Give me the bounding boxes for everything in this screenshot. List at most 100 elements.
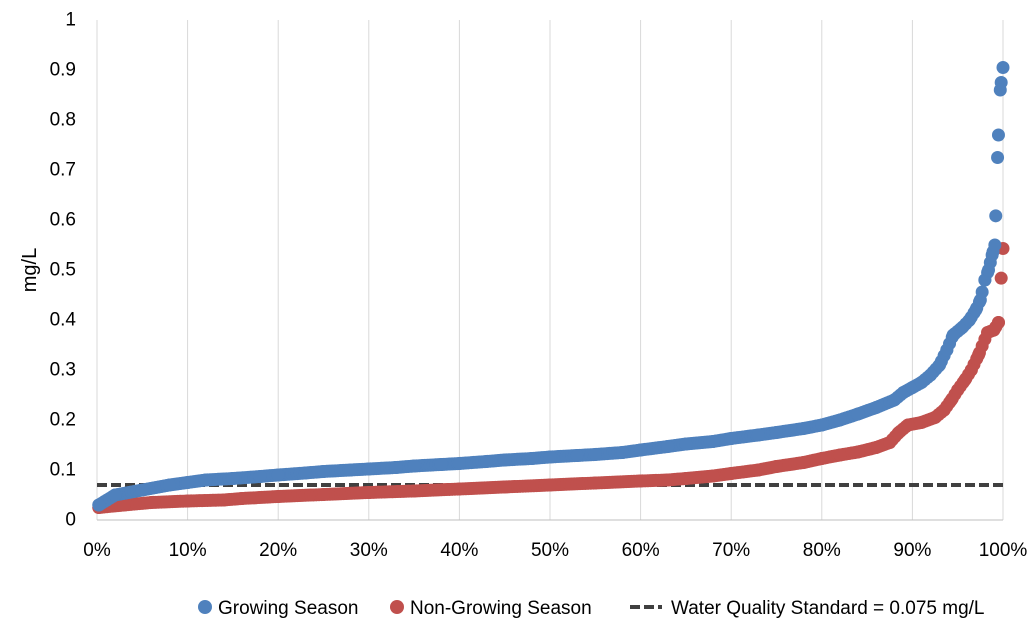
non-growing-season-point [815, 452, 829, 465]
growing-season-point [914, 376, 928, 389]
non-growing-season-point [770, 460, 783, 473]
non-growing-season-point [928, 411, 942, 424]
growing-season-point [181, 476, 195, 489]
non-growing-season-point [317, 488, 330, 501]
growing-season-point [946, 328, 960, 342]
legend-label-standard: Water Quality Standard = 0.075 mg/L [671, 598, 985, 619]
non-growing-season-point [271, 490, 285, 503]
x-tick-label: 100% [979, 540, 1028, 561]
y-tick-label: 1 [65, 10, 76, 31]
growing-season-point [940, 343, 954, 357]
growing-season-point [993, 83, 1007, 97]
series-layer [92, 61, 1010, 514]
y-tick-label: 0.9 [50, 60, 76, 81]
non-growing-season-point [751, 463, 765, 477]
non-growing-season-point [181, 494, 195, 508]
x-tick-label: 10% [169, 540, 207, 561]
x-tick-label: 40% [440, 540, 478, 561]
growing-season-point [253, 470, 267, 483]
growing-season-point [543, 450, 557, 464]
growing-season-point [815, 418, 829, 432]
y-tick-label: 0.3 [50, 360, 76, 381]
x-tick-label: 20% [259, 540, 297, 561]
legend: Growing Season Non-Growing Season Water … [198, 598, 985, 619]
non-growing-season-point [892, 426, 906, 439]
growing-season-point [452, 457, 466, 470]
non-growing-season-point [869, 441, 883, 454]
non-growing-season-point [724, 467, 738, 480]
growing-season-point [969, 303, 983, 317]
x-tick-label: 50% [531, 540, 569, 561]
y-tick-label: 0.2 [50, 410, 76, 431]
growing-season-point [135, 483, 149, 497]
y-tick-label: 0.7 [50, 160, 76, 181]
growing-season-point [985, 248, 999, 262]
non-growing-season-point [972, 348, 986, 362]
growing-season-point [989, 209, 1003, 223]
y-tick-label: 0.4 [50, 310, 77, 331]
growing-season-point [991, 128, 1005, 142]
non-growing-season-point [964, 363, 978, 377]
non-growing-season-point [851, 445, 865, 459]
growing-season-point [724, 432, 738, 445]
growing-season-point [570, 449, 584, 462]
growing-season-point [108, 488, 122, 502]
non-growing-season-point [706, 469, 720, 483]
non-growing-season-point [452, 482, 466, 496]
growing-season-point [298, 466, 312, 480]
non-growing-season-point [543, 478, 557, 492]
non-growing-season-point [937, 403, 951, 417]
growing-season-point [851, 407, 865, 421]
non-growing-season-point [833, 448, 847, 462]
non-growing-season-point [797, 456, 811, 469]
non-growing-season-point [679, 472, 693, 485]
growing-season-point [389, 461, 403, 474]
non-growing-season-point [661, 473, 675, 487]
growing-season-point [362, 462, 376, 476]
growing-season-point [978, 273, 992, 287]
x-tick-label: 60% [622, 540, 660, 561]
y-axis-label: mg/L [19, 248, 41, 292]
x-tick-label: 70% [712, 540, 750, 561]
growing-season-point [982, 263, 996, 277]
growing-season-point [525, 452, 539, 465]
non-growing-season-point [951, 383, 965, 397]
non-growing-season-point [235, 492, 249, 505]
growing-season-point [962, 313, 976, 327]
y-tick-label: 0.8 [50, 110, 76, 131]
growing-season-point [407, 459, 421, 473]
growing-season-point [226, 472, 240, 485]
grid-lines [96, 20, 1004, 520]
growing-season-point [434, 458, 448, 471]
growing-season-point [92, 498, 106, 512]
growing-season-point [317, 465, 330, 478]
growing-season-point [162, 478, 176, 492]
non-growing-season-point [914, 416, 928, 429]
non-growing-season-point [994, 271, 1008, 285]
growing-season-point [588, 448, 602, 461]
non-growing-season-point [588, 476, 602, 490]
growing-season-point [634, 443, 648, 457]
x-axis-ticks: 0% 10% 20% 30% 40% 50% 60% 70% 80% 90% 100% [83, 540, 1027, 561]
growing-season-point [988, 238, 1002, 252]
non-growing-season-point [883, 436, 897, 449]
non-growing-season-point [634, 474, 648, 488]
growing-season-point [770, 426, 783, 439]
growing-season-point [924, 368, 938, 382]
growing-season-point [751, 428, 765, 442]
x-tick-label: 80% [803, 540, 841, 561]
non-growing-season-point [144, 496, 158, 509]
growing-season-point [869, 401, 883, 414]
growing-season-point [797, 422, 811, 435]
legend-label-growing: Growing Season [218, 598, 358, 619]
x-tick-label: 0% [83, 540, 111, 561]
y-tick-label: 0.6 [50, 210, 76, 231]
growing-season-point [498, 453, 512, 467]
growing-season-point [615, 446, 629, 459]
non-growing-season-point [217, 493, 231, 507]
non-growing-season-point [407, 484, 421, 498]
growing-season-point [271, 468, 285, 482]
non-growing-season-point [958, 373, 972, 387]
non-growing-season-point [991, 316, 1005, 329]
